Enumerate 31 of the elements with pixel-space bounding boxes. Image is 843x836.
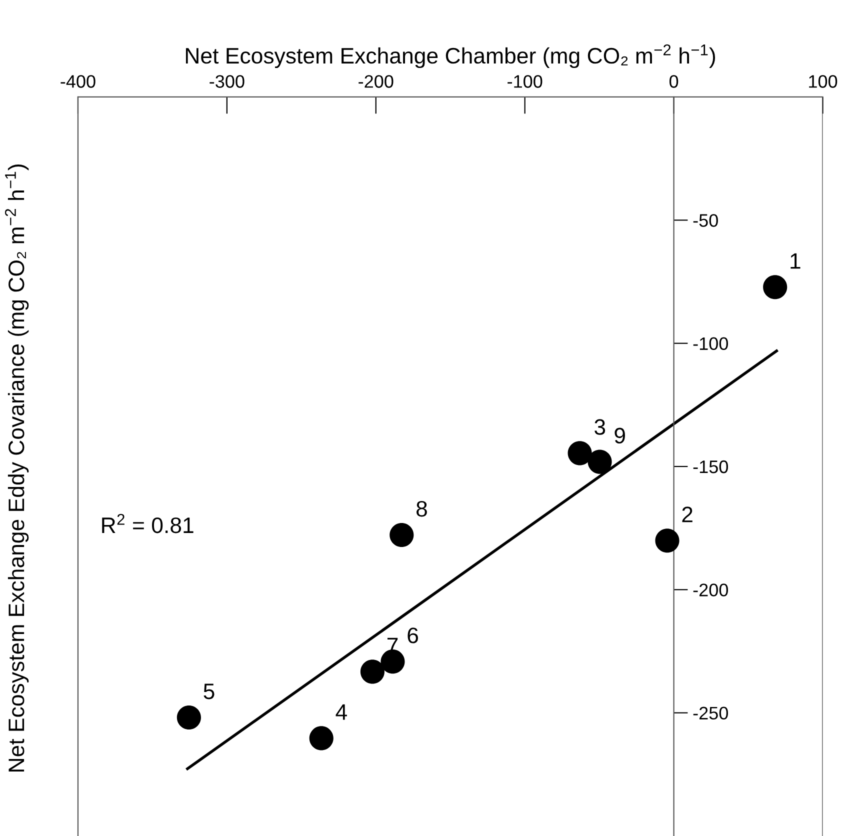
point: [763, 275, 788, 300]
y-tick-label: -150: [693, 460, 728, 474]
y-axis-title: Net Ecosystem Exchange Eddy Covariance (mg CO₂ m$^{−2}$ h$^{−1}$): [4, 164, 29, 772]
annotation: 3: [594, 419, 606, 435]
x-tick-label: 100: [809, 75, 838, 88]
point: [360, 660, 384, 684]
y-tick-label: -50: [693, 214, 718, 227]
annotation: 9: [614, 428, 625, 444]
point: [588, 450, 612, 474]
annotation: 4: [336, 704, 347, 720]
annotation: 6: [408, 628, 418, 644]
point: [655, 528, 680, 553]
x-tick-label: 0: [669, 75, 678, 88]
x-tick-label: -300: [210, 75, 244, 88]
point: [390, 522, 414, 547]
annotation: 2: [682, 506, 692, 522]
x-tick-label: -100: [508, 75, 542, 88]
annotation: 8: [416, 500, 427, 517]
annotation: 5: [204, 684, 214, 700]
point: [380, 650, 405, 674]
x-axis-title: Net Ecosystem Exchange Chamber (mg CO₂ m$^{−2}$ h$^{−1}$): [186, 44, 716, 68]
annotation: R$^{2}$ = 0.81: [102, 514, 194, 534]
x-tick-label: -200: [358, 75, 394, 88]
point: [568, 441, 592, 466]
annotation: 1: [790, 253, 800, 269]
y-tick-label: -100: [693, 337, 728, 350]
x-tick-label: -400: [60, 75, 96, 88]
point: [176, 705, 201, 730]
point: [309, 726, 334, 750]
y-tick-label: -200: [693, 584, 728, 596]
y-tick-label: -250: [693, 706, 728, 720]
